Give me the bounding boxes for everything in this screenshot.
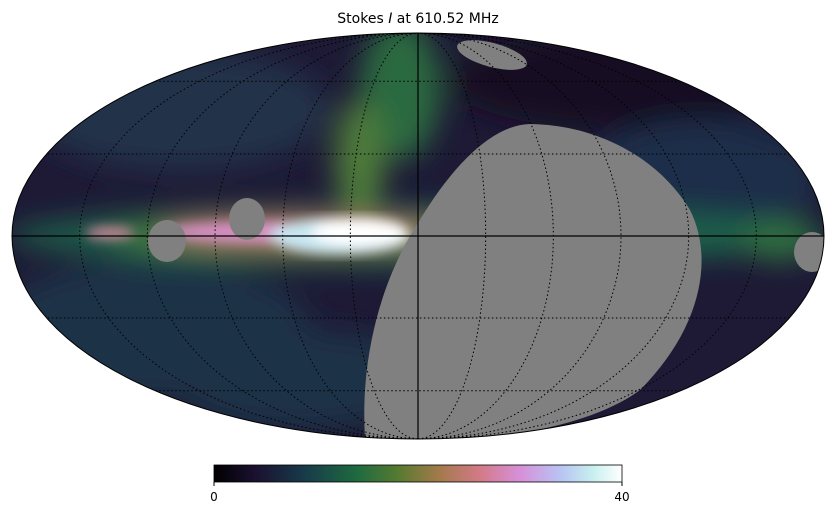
title-text: at 610.52 MHz	[397, 11, 499, 27]
meridian	[417, 33, 554, 439]
colorbar-tick-label: 0	[210, 490, 218, 504]
meridian	[146, 33, 419, 439]
meridian	[349, 33, 419, 439]
masked-region	[148, 40, 824, 439]
colorbar-tick-label: 40	[614, 490, 629, 504]
meridian	[417, 33, 487, 439]
title-symbol: I	[388, 11, 392, 27]
meridian	[282, 33, 419, 439]
graticule	[12, 33, 824, 439]
colorbar	[213, 464, 623, 483]
sky-map	[12, 33, 824, 439]
title-text: Stokes	[337, 11, 383, 27]
meridian	[417, 33, 757, 439]
meridian	[79, 33, 419, 439]
meridian	[417, 33, 690, 439]
map-border	[11, 32, 825, 440]
map-title: Stokes I at 610.52 MHz	[337, 11, 498, 27]
